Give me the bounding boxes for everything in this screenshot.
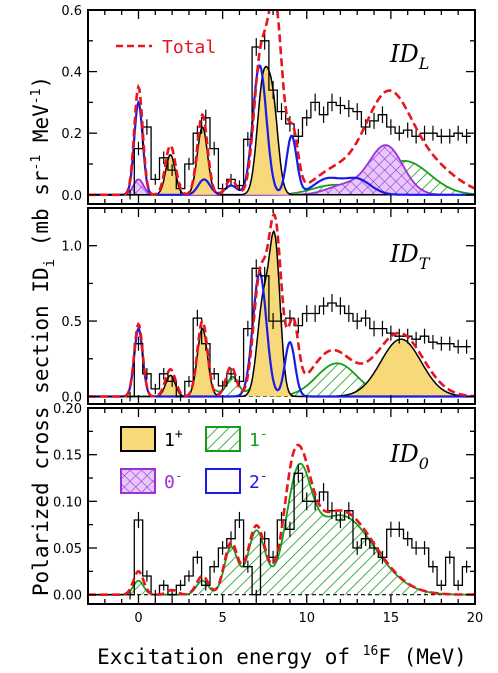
x-tick-label: 15 (383, 611, 400, 626)
y-tick-label: 0.0 (61, 189, 82, 204)
y-tick-label: 0.10 (53, 495, 82, 510)
legend-1minus-swatch (205, 426, 241, 452)
y-tick-label: 0.05 (53, 542, 82, 557)
legend-total-label: Total (162, 37, 216, 58)
legend-0minus-swatch (120, 468, 156, 494)
data-histogram (92, 40, 471, 196)
y-tick-label: 0.4 (61, 66, 82, 81)
legend-2minus-label: 2- (249, 469, 268, 493)
y-tick-label: 0.2 (61, 127, 82, 142)
x-tick-label: 0 (134, 611, 142, 626)
panel-id-0-axes: 0 5 10 15 20 0.00 0.05 0.10 0.15 0.20 (53, 402, 483, 626)
y-tick-label: 0.20 (53, 402, 82, 417)
panel-id-l: 0.0 0.2 0.4 0.6 IDL Total (61, 4, 476, 205)
y-tick-label: 1.0 (61, 240, 82, 255)
panel-id-l-label: IDL (389, 40, 429, 73)
panel-id-0: 0 5 10 15 20 0.00 0.05 0.10 0.15 0.20 ID0 1+ 1- 0… (53, 402, 483, 626)
x-tick-label: 20 (467, 611, 484, 626)
y-tick-label: 0.15 (53, 449, 82, 464)
panel-id-0-frame (87, 407, 476, 605)
panel-id-0-plot (88, 443, 475, 600)
legend-1minus-label: 1- (249, 427, 268, 451)
panel-id-l-plot (88, 10, 475, 200)
series-total-line (88, 212, 475, 398)
y-tick-label: 0.00 (53, 589, 82, 604)
y-axis-title: Polarized cross section IDi (mb sr-1 MeV… (29, 76, 58, 596)
panel-id-l-frame (87, 9, 476, 205)
panel-id-t: 0.0 0.5 1.0 IDT (61, 207, 476, 405)
legend-0minus-label: 0- (164, 469, 183, 493)
legend-1plus-swatch (120, 426, 156, 452)
x-axis-title: Excitation energy of 16F (MeV) (97, 644, 467, 669)
y-tick-label: 0.0 (61, 390, 82, 405)
panel-id-t-axes: 0.0 0.5 1.0 (61, 207, 476, 405)
y-tick-label: 0.5 (61, 315, 82, 330)
series-total-line (88, 443, 475, 596)
panel-id-t-label: IDT (389, 240, 431, 273)
panel-id-0-label: ID0 (389, 440, 429, 473)
x-tick-label: 5 (218, 611, 226, 626)
x-tick-label: 10 (298, 611, 315, 626)
legend-1plus-label: 1+ (164, 427, 183, 451)
series-total-line (88, 10, 475, 197)
panel-id-t-frame (87, 207, 476, 405)
series-0minus-area (88, 145, 475, 195)
series-1plus-area (88, 231, 475, 397)
legend-2minus-swatch (205, 468, 241, 494)
panel-id-l-axes: 0.0 0.2 0.4 0.6 (61, 4, 476, 204)
series-1minus-area (88, 463, 475, 595)
y-tick-label: 0.6 (61, 4, 82, 19)
panel-id-t-plot (88, 212, 475, 402)
